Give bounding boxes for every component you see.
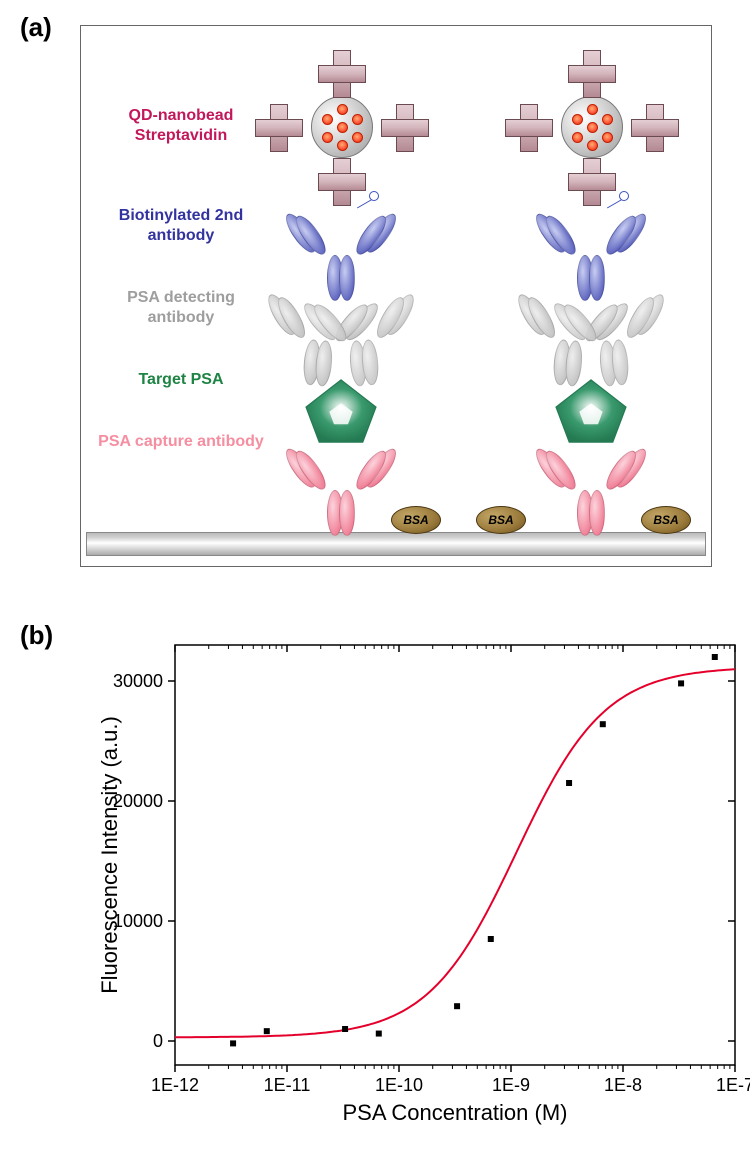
- panel-a: (a) QD-nanobead Streptavidin Biotinylate…: [20, 20, 730, 580]
- bsa-oval: BSA: [391, 506, 441, 534]
- svg-text:0: 0: [153, 1031, 163, 1051]
- panel-b-label: (b): [20, 620, 53, 651]
- svg-text:1E-12: 1E-12: [151, 1075, 199, 1095]
- legend-item-qd: QD-nanobead Streptavidin: [96, 106, 266, 146]
- svg-text:PSA Concentration (M): PSA Concentration (M): [343, 1100, 568, 1125]
- svg-text:1E-7: 1E-7: [716, 1075, 750, 1095]
- diagram-box: QD-nanobead Streptavidin Biotinylated 2n…: [80, 25, 712, 567]
- legend-item-detect: PSA detecting antibody: [96, 288, 266, 328]
- legend-labels: QD-nanobead Streptavidin Biotinylated 2n…: [96, 106, 266, 494]
- legend-item-capture: PSA capture antibody: [96, 432, 266, 452]
- figure-container: (a) QD-nanobead Streptavidin Biotinylate…: [20, 20, 730, 1140]
- svg-text:1E-8: 1E-8: [604, 1075, 642, 1095]
- svg-text:30000: 30000: [113, 671, 163, 691]
- svg-text:Fluorescence Intensity (a.u.): Fluorescence Intensity (a.u.): [97, 716, 122, 994]
- panel-b: (b) 01000020000300001E-121E-111E-101E-91…: [20, 620, 730, 1140]
- svg-text:1E-9: 1E-9: [492, 1075, 530, 1095]
- legend-item-biotin: Biotinylated 2nd antibody: [96, 206, 266, 246]
- bsa-oval: BSA: [641, 506, 691, 534]
- panel-a-label: (a): [20, 12, 52, 43]
- bsa-oval: BSA: [476, 506, 526, 534]
- svg-text:1E-11: 1E-11: [264, 1075, 311, 1095]
- dose-response-chart: 01000020000300001E-121E-111E-101E-91E-81…: [95, 630, 750, 1135]
- legend-item-psa: Target PSA: [96, 370, 266, 390]
- svg-text:1E-10: 1E-10: [375, 1075, 423, 1095]
